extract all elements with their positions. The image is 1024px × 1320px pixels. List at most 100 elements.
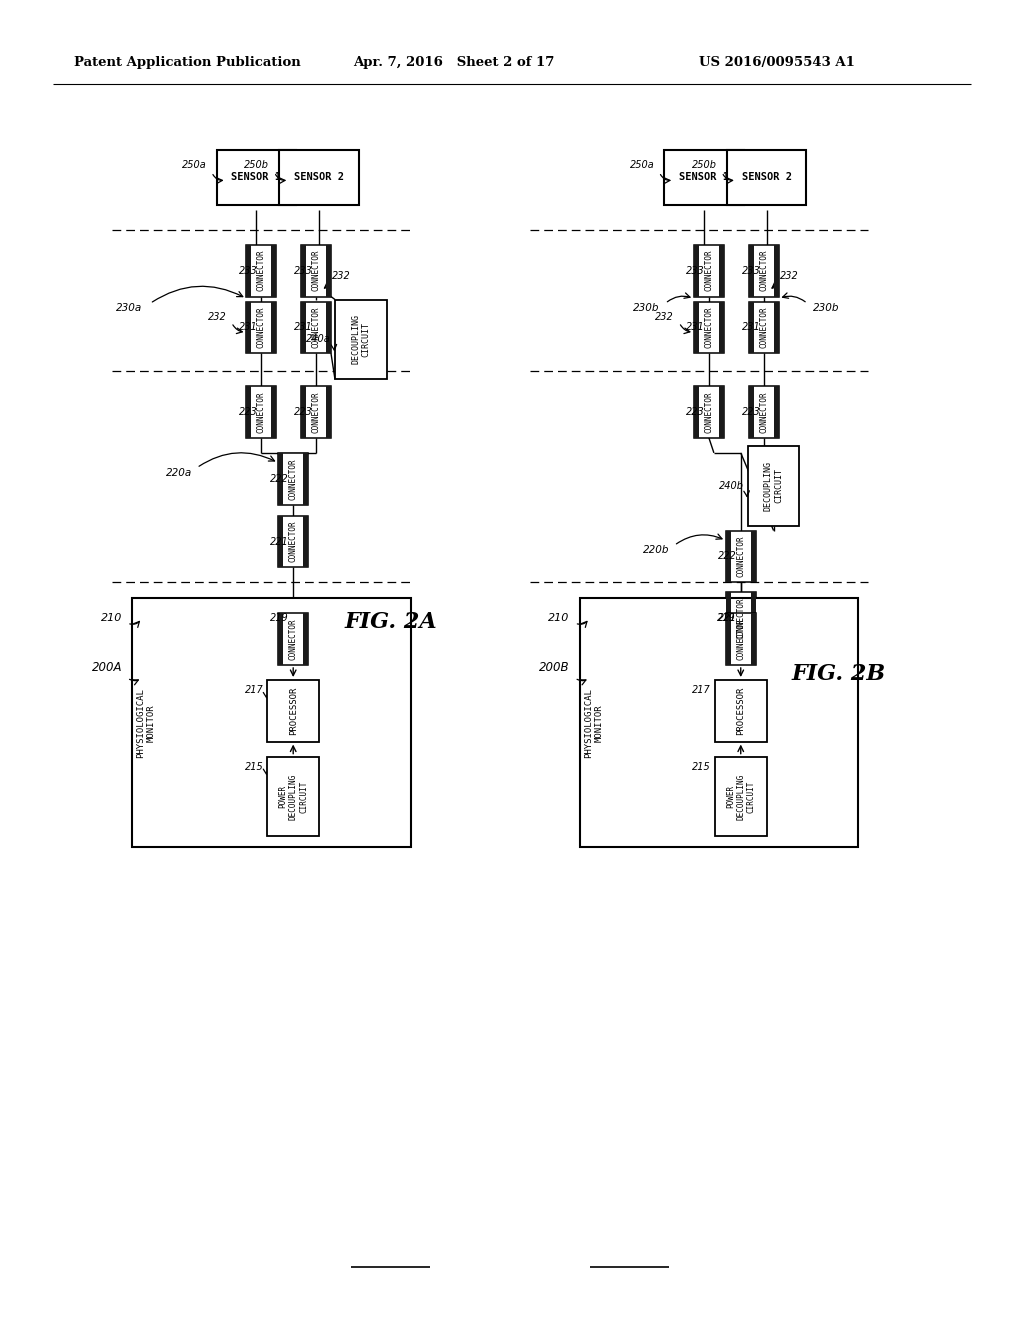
Bar [303,516,308,568]
Text: 200A: 200A [91,661,122,675]
Bar [279,614,308,665]
Bar [301,387,331,438]
Bar [279,453,308,504]
Bar [694,387,699,438]
Bar [303,453,308,504]
Text: CONNECTOR: CONNECTOR [289,618,298,660]
Bar [326,387,331,438]
Text: 250a: 250a [182,160,207,170]
Text: 221: 221 [718,614,736,623]
Bar [247,387,252,438]
Text: US 2016/0095543 A1: US 2016/0095543 A1 [699,55,855,69]
Text: CONNECTOR: CONNECTOR [257,306,266,348]
Bar [751,614,756,665]
Text: POWER
DECOUPLING
CIRCUIT: POWER DECOUPLING CIRCUIT [279,774,308,820]
Bar [279,516,284,568]
Bar [279,453,284,504]
Text: CONNECTOR: CONNECTOR [705,249,714,292]
Text: SENSOR 2: SENSOR 2 [294,172,344,182]
Bar [665,150,743,205]
Bar [726,531,756,582]
Bar [773,301,778,354]
Text: 233: 233 [686,265,705,276]
Text: 230b: 230b [813,304,840,313]
Text: 233: 233 [294,265,313,276]
Bar [694,244,699,297]
Text: CONNECTOR: CONNECTOR [289,520,298,562]
Text: PHYSIOLOGICAL
MONITOR: PHYSIOLOGICAL MONITOR [584,688,603,758]
Text: CONNECTOR: CONNECTOR [736,536,745,577]
Bar [301,244,306,297]
Text: CONNECTOR: CONNECTOR [759,249,768,292]
Text: CONNECTOR: CONNECTOR [311,249,321,292]
Text: 233: 233 [239,265,257,276]
Bar [726,614,731,665]
Bar [748,446,800,525]
Bar [773,387,778,438]
Text: 222: 222 [718,552,736,561]
Bar [726,614,756,665]
Text: PHYSIOLOGICAL
MONITOR: PHYSIOLOGICAL MONITOR [136,688,156,758]
Text: 240b: 240b [719,480,743,491]
Bar [301,301,331,354]
Bar [247,301,276,354]
Bar [726,593,756,644]
Bar [749,301,778,354]
Text: 215: 215 [692,762,711,772]
Bar [301,301,306,354]
Bar [749,387,778,438]
Text: Apr. 7, 2016   Sheet 2 of 17: Apr. 7, 2016 Sheet 2 of 17 [353,55,554,69]
Bar [719,301,724,354]
Text: CONNECTOR: CONNECTOR [257,391,266,433]
Bar [280,150,358,205]
Bar [301,244,331,297]
Bar [773,244,778,297]
Bar [247,244,252,297]
Text: SENSOR 1: SENSOR 1 [231,172,282,182]
Text: 222: 222 [270,474,289,483]
Bar [267,680,319,742]
Text: SENSOR 2: SENSOR 2 [741,172,792,182]
Bar [279,516,308,568]
Text: 232: 232 [332,271,351,281]
Bar [271,301,276,354]
Text: SENSOR 1: SENSOR 1 [679,172,729,182]
Text: CONNECTOR: CONNECTOR [759,391,768,433]
Bar [719,244,724,297]
Text: DECOUPLING
CIRCUIT: DECOUPLING CIRCUIT [351,314,371,364]
Bar [247,301,252,354]
Text: FIG. 2B: FIG. 2B [792,663,886,685]
Text: 219: 219 [717,614,736,623]
Text: 223: 223 [294,407,313,417]
Bar [749,244,754,297]
Bar [326,301,331,354]
Text: CONNECTOR: CONNECTOR [311,391,321,433]
Bar [727,150,806,205]
Text: Patent Application Publication: Patent Application Publication [75,55,301,69]
Bar [694,301,724,354]
Text: 220b: 220b [643,545,669,556]
Bar [726,531,731,582]
Bar [217,150,296,205]
Text: 240a: 240a [306,334,331,345]
Text: 223: 223 [239,407,257,417]
Text: PROCESSOR: PROCESSOR [289,686,298,735]
Text: CONNECTOR: CONNECTOR [705,391,714,433]
Text: PROCESSOR: PROCESSOR [736,686,745,735]
Text: CONNECTOR: CONNECTOR [705,306,714,348]
Bar [715,756,767,837]
Text: CONNECTOR: CONNECTOR [311,306,321,348]
Bar [279,614,284,665]
Text: 232: 232 [655,313,674,322]
Bar [271,387,276,438]
Text: 217: 217 [245,685,263,694]
Text: 231: 231 [239,322,257,333]
Text: CONNECTOR: CONNECTOR [289,458,298,499]
Text: 250a: 250a [630,160,654,170]
Text: 231: 231 [686,322,705,333]
Bar [749,301,754,354]
Bar [751,531,756,582]
Text: 200B: 200B [540,661,569,675]
Text: POWER
DECOUPLING
CIRCUIT: POWER DECOUPLING CIRCUIT [726,774,756,820]
Bar [694,387,724,438]
